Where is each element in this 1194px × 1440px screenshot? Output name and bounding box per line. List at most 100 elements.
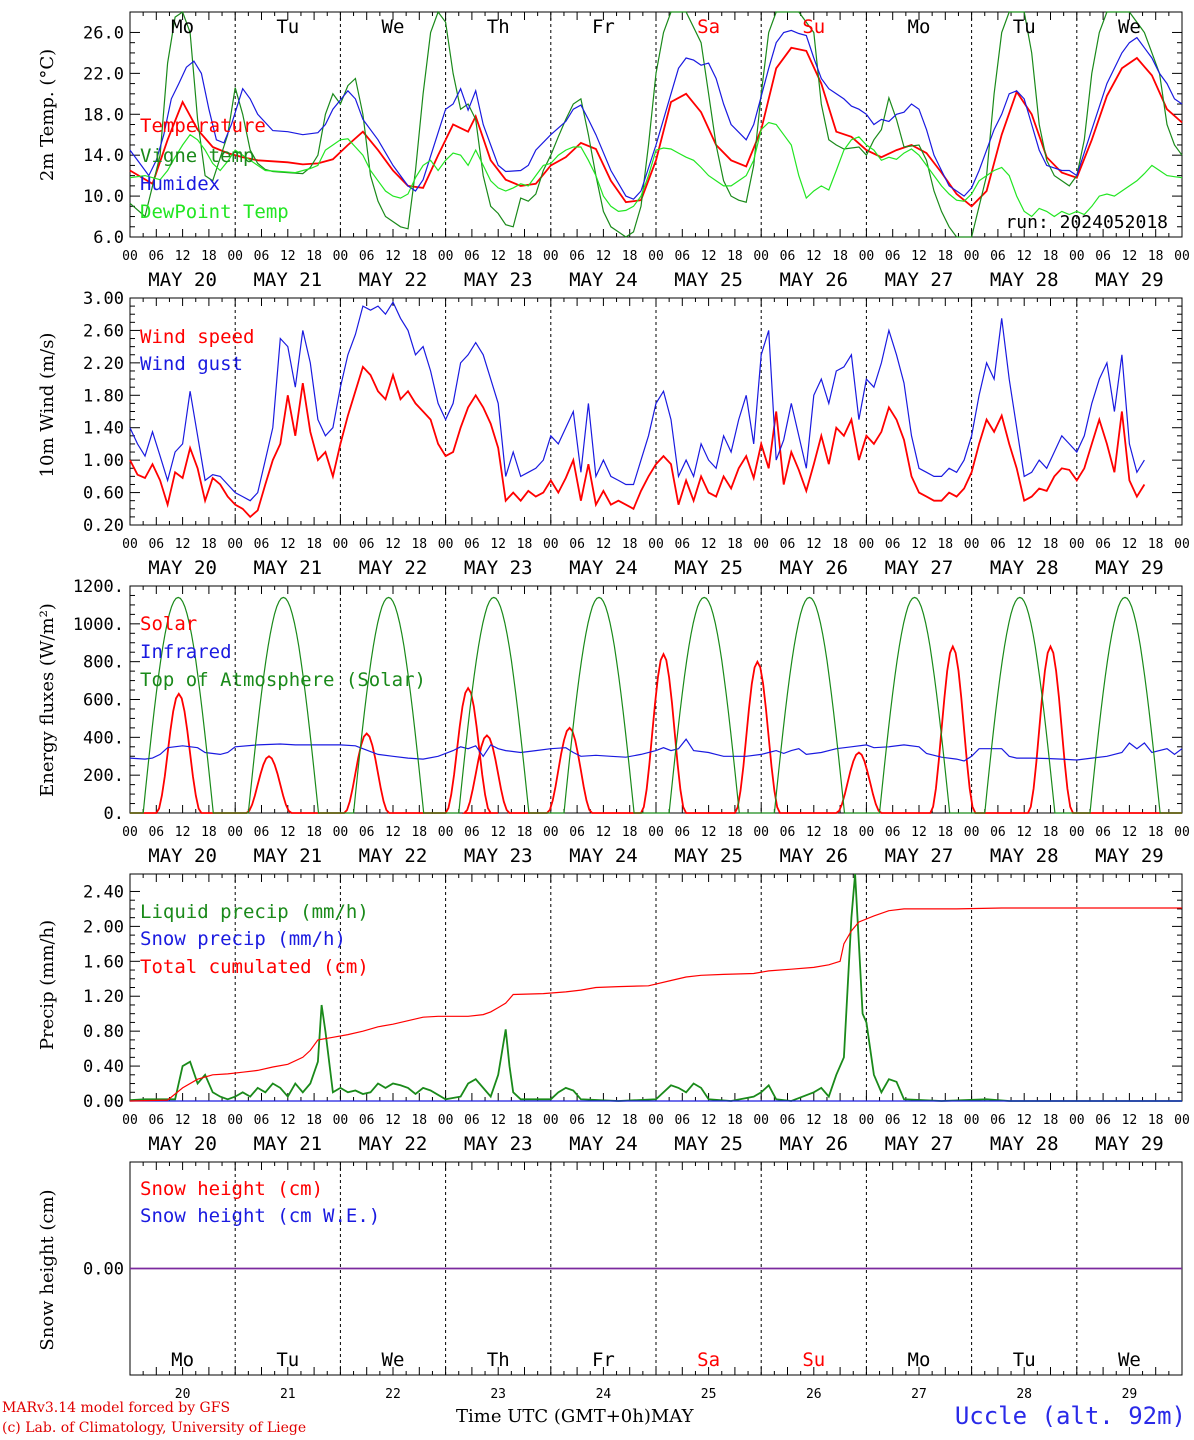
series-line <box>129 873 1182 1102</box>
hour-tick-label: 12 <box>806 1113 822 1128</box>
hour-tick-label: 12 <box>911 1113 927 1128</box>
hour-tick-label: 00 <box>1174 537 1190 552</box>
y-tick-label: 0.00 <box>83 1092 124 1112</box>
y-axis-label: 2m Temp. (°C) <box>37 49 58 181</box>
y-tick-label: 0.20 <box>83 516 124 536</box>
hour-tick-label: 12 <box>280 537 296 552</box>
date-label: MAY 20 <box>148 1133 217 1155</box>
day-number-label: 21 <box>280 1387 296 1402</box>
hour-tick-label: 06 <box>674 249 690 264</box>
hour-tick-label: 12 <box>701 825 717 840</box>
day-abbr-label: Su <box>802 16 825 38</box>
legend-entry: Infrared <box>140 641 232 663</box>
hour-tick-label: 06 <box>990 825 1006 840</box>
y-tick-label: 1.00 <box>83 451 124 471</box>
hour-tick-label: 12 <box>490 537 506 552</box>
hour-tick-label: 12 <box>385 249 401 264</box>
hour-tick-label: 06 <box>780 537 796 552</box>
day-abbr-label: Mo <box>171 1349 194 1371</box>
hour-tick-label: 12 <box>280 249 296 264</box>
hour-tick-label: 18 <box>201 1113 217 1128</box>
date-label: MAY 23 <box>464 557 533 579</box>
day-number-label: 24 <box>596 1387 612 1402</box>
hour-tick-label: 18 <box>727 537 743 552</box>
date-label: MAY 25 <box>674 1133 743 1155</box>
date-label: MAY 21 <box>253 845 322 867</box>
y-axis-label: Snow height (cm) <box>37 1189 58 1350</box>
legend-entry: Liquid precip (mm/h) <box>140 901 369 923</box>
hour-tick-label: 12 <box>175 1113 191 1128</box>
series-line <box>129 10 1183 238</box>
hour-tick-label: 12 <box>1016 249 1032 264</box>
hour-tick-label: 18 <box>411 1113 427 1128</box>
date-label: MAY 29 <box>1095 557 1164 579</box>
hour-tick-label: 12 <box>1016 537 1032 552</box>
hour-tick-label: 06 <box>254 249 270 264</box>
date-label: MAY 29 <box>1095 269 1164 291</box>
date-label: MAY 21 <box>253 269 322 291</box>
hour-tick-label: 12 <box>596 1113 612 1128</box>
date-label: MAY 27 <box>885 269 954 291</box>
y-tick-label: 14.0 <box>83 146 124 166</box>
y-tick-label: 800. <box>83 653 124 673</box>
date-label: MAY 21 <box>253 1133 322 1155</box>
hour-tick-label: 18 <box>517 249 533 264</box>
date-label: MAY 24 <box>569 269 638 291</box>
y-tick-label: 1.40 <box>83 419 124 439</box>
hour-tick-label: 00 <box>648 249 664 264</box>
y-tick-label: 0.80 <box>83 1022 124 1042</box>
x-axis-month: MAY <box>650 1406 694 1427</box>
hour-tick-label: 00 <box>122 825 138 840</box>
y-tick-label: 0.40 <box>83 1057 124 1077</box>
hour-tick-label: 00 <box>1069 1113 1085 1128</box>
hour-tick-label: 06 <box>254 825 270 840</box>
hour-tick-label: 00 <box>1069 537 1085 552</box>
hour-tick-label: 06 <box>359 537 375 552</box>
y-tick-label: 0.60 <box>83 484 124 504</box>
hour-tick-label: 12 <box>385 825 401 840</box>
day-number-label: 22 <box>385 1387 401 1402</box>
legend-entry: Snow height (cm W.E.) <box>140 1205 380 1227</box>
hour-tick-label: 00 <box>859 1113 875 1128</box>
hour-tick-label: 18 <box>1148 825 1164 840</box>
lab-credit: (c) Lab. of Climatology, University of L… <box>2 1420 307 1436</box>
hour-tick-label: 18 <box>517 537 533 552</box>
hour-tick-label: 12 <box>806 249 822 264</box>
date-label: MAY 28 <box>990 1133 1059 1155</box>
hour-tick-label: 06 <box>148 825 164 840</box>
hour-tick-label: 06 <box>674 825 690 840</box>
day-abbr-label: Fr <box>592 16 615 38</box>
hour-tick-label: 00 <box>438 825 454 840</box>
legend-entry: Wind speed <box>140 326 254 348</box>
hour-tick-label: 00 <box>1174 825 1190 840</box>
hour-tick-label: 00 <box>333 249 349 264</box>
hour-tick-label: 00 <box>1174 249 1190 264</box>
hour-tick-label: 12 <box>701 249 717 264</box>
date-label: MAY 24 <box>569 1133 638 1155</box>
day-abbr-label: We <box>1118 16 1141 38</box>
day-number-label: 25 <box>701 1387 717 1402</box>
hour-tick-label: 18 <box>306 825 322 840</box>
hour-tick-label: 18 <box>622 1113 638 1128</box>
hour-tick-label: 18 <box>306 249 322 264</box>
legend-entry: Temperature <box>140 115 266 137</box>
hour-tick-label: 00 <box>438 249 454 264</box>
hour-tick-label: 06 <box>569 825 585 840</box>
hour-tick-label: 12 <box>385 1113 401 1128</box>
y-tick-label: 1.80 <box>83 386 124 406</box>
hour-tick-label: 12 <box>911 249 927 264</box>
y-tick-label: 1.20 <box>83 987 124 1007</box>
hour-tick-label: 00 <box>227 1113 243 1128</box>
hour-tick-label: 18 <box>201 537 217 552</box>
hour-tick-label: 18 <box>517 825 533 840</box>
date-label: MAY 25 <box>674 845 743 867</box>
x-axis-label: Time UTC (GMT+0h)MAY <box>456 1406 693 1427</box>
hour-tick-label: 18 <box>306 1113 322 1128</box>
hour-tick-label: 12 <box>701 537 717 552</box>
hour-tick-label: 06 <box>464 1113 480 1128</box>
hour-tick-label: 12 <box>701 1113 717 1128</box>
series-line <box>129 365 1146 519</box>
hour-tick-label: 06 <box>359 249 375 264</box>
hour-tick-label: 06 <box>674 1113 690 1128</box>
